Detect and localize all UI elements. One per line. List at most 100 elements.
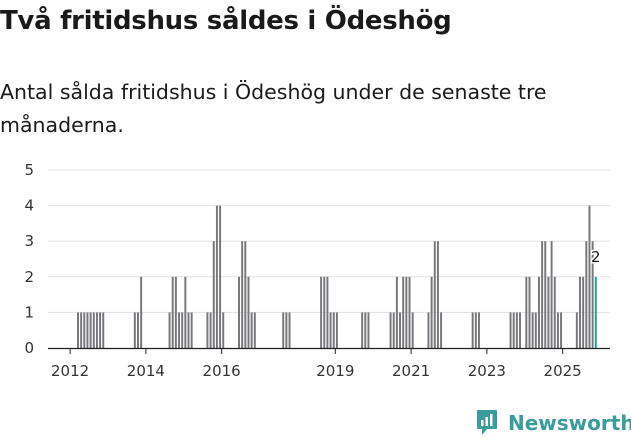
bar-2015-10: [212, 241, 215, 348]
bar-2014-10: [174, 276, 177, 348]
bar-2025-10: [591, 241, 594, 348]
bar-2018-09: [323, 276, 326, 348]
bar-2018-12: [332, 312, 335, 348]
chart-title: Två fritidshus såldes i Ödeshög: [0, 6, 452, 36]
bar-2016-10: [250, 312, 253, 348]
x-axis-ticks: 2012 2014 2016 2019 2021 2023 2025: [51, 348, 582, 380]
bar-2023-08: [509, 312, 512, 348]
bar-2019-10: [364, 312, 367, 348]
newsworthy-logo-icon: [477, 410, 497, 435]
y-tick-label: 2: [24, 268, 34, 286]
y-tick-label: 0: [24, 339, 34, 357]
bar-2012-04: [80, 312, 83, 348]
bar-2021-08: [433, 241, 436, 348]
bar-2021-01: [411, 312, 414, 348]
bar-2024-07: [544, 241, 547, 348]
bar-2021-10: [440, 312, 443, 348]
bar-2015-03: [190, 312, 193, 348]
bar-2024-09: [550, 241, 553, 348]
bar-2024-11: [556, 312, 559, 348]
bar-2014-11: [178, 312, 181, 348]
bar-2015-01: [184, 276, 187, 348]
bar-2024-06: [541, 241, 544, 348]
x-tick-label: 2012: [51, 362, 89, 380]
bar-2014-12: [181, 312, 184, 348]
bar-2024-08: [547, 276, 550, 348]
bar-2014-09: [171, 276, 174, 348]
brand-logo[interactable]: Newsworthy: [476, 408, 631, 438]
bar-2023-10: [515, 312, 518, 348]
bar-2012-10: [99, 312, 102, 348]
bar-2025-08: [585, 241, 588, 348]
bar-2020-10: [402, 276, 405, 348]
bar-2018-08: [320, 276, 323, 348]
bar-2013-11: [140, 276, 143, 348]
bar-2015-08: [206, 312, 209, 348]
bar-2025-05: [575, 312, 578, 348]
bar-2021-06: [427, 312, 430, 348]
bar-2021-07: [430, 276, 433, 348]
bar-2018-10: [326, 276, 329, 348]
x-tick-label: 2016: [203, 362, 241, 380]
bar-2022-09: [474, 312, 477, 348]
x-tick-label: 2023: [468, 362, 506, 380]
bar-2018-11: [329, 312, 332, 348]
bar-2019-11: [367, 312, 370, 348]
bar-2012-08: [92, 312, 95, 348]
bar-2025-06: [579, 276, 581, 348]
bar-2024-02: [528, 276, 531, 348]
bar-2013-09: [133, 312, 136, 348]
bar-2017-09: [285, 312, 288, 348]
bar-2022-10: [477, 312, 480, 348]
bar-2025-07: [582, 276, 585, 348]
x-tick-label: 2019: [316, 362, 354, 380]
bar-2024-01: [525, 276, 528, 348]
bar-2012-06: [86, 312, 89, 348]
bar-2015-12: [219, 205, 222, 348]
bar-2017-10: [288, 312, 291, 348]
bar-2012-05: [83, 312, 86, 348]
bar-2019-09: [361, 312, 364, 348]
bar-2015-09: [209, 312, 212, 348]
bar-2024-12: [560, 312, 563, 348]
bar-2019-01: [335, 312, 338, 348]
bar-2025-11: [594, 276, 597, 348]
bar-2016-08: [244, 241, 247, 348]
bar-2012-07: [89, 312, 92, 348]
bar-2023-09: [512, 312, 515, 348]
bar-2021-09: [436, 241, 439, 348]
y-tick-label: 4: [24, 197, 34, 215]
bar-2016-07: [241, 241, 244, 348]
bar-2024-10: [553, 276, 556, 348]
y-axis-ticks: 0 1 2 3 4 5: [24, 161, 34, 357]
bar-2025-09: [588, 205, 591, 348]
bar-2020-06: [389, 312, 392, 348]
bar-2016-11: [253, 312, 256, 348]
bar-2016-01: [222, 312, 225, 348]
bar-2013-10: [137, 312, 139, 348]
bar-2024-03: [531, 312, 534, 348]
bar-2023-11: [519, 312, 521, 348]
bar-2012-09: [95, 312, 98, 348]
bar-2020-07: [392, 312, 395, 348]
data-labels: 2: [590, 246, 603, 267]
data-label: 2: [591, 248, 601, 266]
bar-2020-08: [395, 276, 398, 348]
y-tick-label: 5: [24, 161, 34, 179]
bar-2015-11: [215, 205, 218, 348]
bar-2024-05: [537, 276, 540, 348]
bar-2024-04: [534, 312, 537, 348]
chart-subtitle: Antal sålda fritidshus i Ödeshög under d…: [0, 80, 547, 137]
bar-2014-08: [168, 312, 171, 348]
bar-2020-12: [408, 276, 411, 348]
x-tick-label: 2025: [544, 362, 582, 380]
y-tick-label: 1: [24, 303, 34, 321]
bar-2016-09: [247, 276, 250, 348]
bar-2015-02: [187, 312, 190, 348]
bar-2020-11: [405, 276, 408, 348]
bars: [77, 205, 597, 348]
brand-name: Newsworthy: [508, 411, 631, 435]
bar-2012-03: [77, 312, 79, 348]
bar-2016-06: [238, 276, 240, 348]
